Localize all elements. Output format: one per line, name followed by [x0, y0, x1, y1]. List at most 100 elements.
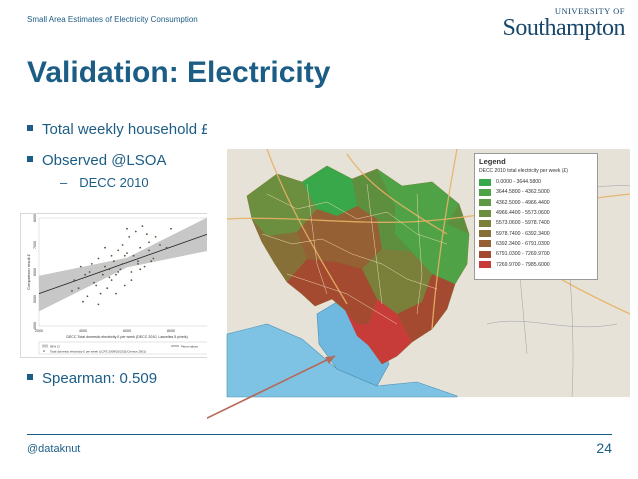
- scatter-point: [86, 295, 89, 298]
- scatter-plot-svg: 200040006000800010000 400050006000700080…: [26, 213, 220, 355]
- scatter-point: [104, 246, 106, 249]
- legend-item: 5978.7400 - 6392.3400: [479, 228, 597, 238]
- scatter-point: [106, 287, 109, 290]
- scatter-point: [88, 271, 91, 273]
- scatter-point: [170, 227, 172, 230]
- legend-ci-label: 95% CI: [50, 344, 60, 348]
- scatter-point: [150, 260, 153, 263]
- scatter-point: [165, 246, 168, 249]
- legend-label: 5573.0600 - 5978.7400: [496, 220, 550, 227]
- fit-line-segment: [38, 231, 216, 294]
- legend-rows: 0.0000 - 3644.5800 3644.5800 - 4362.5000 4…: [475, 177, 597, 270]
- y-tick-label: 7000: [33, 241, 37, 249]
- scatter-point: [143, 265, 146, 268]
- lsoa-boundaries: [261, 183, 448, 325]
- map-legend: Legend DECC 2010 total electricity per w…: [474, 153, 598, 280]
- region-centre-east: [362, 249, 432, 314]
- legend-swatch: [479, 261, 491, 269]
- bullet-observed-lsoa: Observed @LSOA: [27, 152, 166, 169]
- scatter-point: [139, 246, 142, 249]
- scatter-point: [104, 265, 106, 268]
- legend-title: Legend: [479, 157, 506, 166]
- scatter-point: [90, 263, 93, 265]
- university-logo: UNIVERSITY OF Southampton: [502, 6, 625, 46]
- bullet-text: Total weekly household £: [42, 121, 210, 138]
- dash-icon: –: [60, 175, 68, 190]
- legend-item: 6791.0300 - 7269.9700: [479, 249, 597, 259]
- legend-swatch: [479, 219, 491, 227]
- legend-swatch: [479, 209, 491, 217]
- legend-item: 0.0000 - 3644.5800: [479, 177, 597, 187]
- logo-line1: UNIVERSITY OF: [554, 6, 625, 16]
- bullet-text: Spearman: 0.509: [42, 370, 158, 387]
- scatter-point: [84, 273, 87, 276]
- scatter-point: [126, 252, 128, 254]
- scatter-point: [141, 225, 144, 227]
- legend-label: 4966.4400 - 5573.0600: [496, 210, 550, 217]
- x-tick-label: 2000: [35, 329, 43, 333]
- x-tick-label: 8000: [167, 329, 175, 333]
- sub-bullet-decc: – DECC 2010: [60, 175, 149, 190]
- scatter-point: [123, 254, 126, 257]
- scatter-point: [110, 254, 113, 257]
- y-tick-labels: 4000 5000 6000 7000 8000: [33, 214, 37, 330]
- scatter-point: [145, 233, 148, 236]
- scatter-point: [137, 263, 139, 265]
- scatter-point: [101, 273, 104, 276]
- scatter-point: [79, 265, 82, 268]
- scatter-point: [115, 292, 117, 295]
- y-tick-label: 4000: [33, 322, 37, 330]
- annotation-arrow: [198, 355, 336, 423]
- legend-swatch: [479, 230, 491, 238]
- scatter-point: [121, 263, 124, 265]
- bullet-square-icon: [27, 156, 33, 163]
- region-city-centre: [345, 299, 412, 364]
- region-centre-south: [287, 259, 377, 324]
- x-tick-label: 4000: [79, 329, 87, 333]
- x-tick-labels: 200040006000800010000: [35, 329, 220, 333]
- road-east: [431, 148, 458, 330]
- region-southeast: [397, 274, 455, 342]
- slide-title: Validation: Electricity: [27, 56, 331, 89]
- legend-item: 6392.3400 - 6791.0300: [479, 239, 597, 249]
- bullet-square-icon: [27, 125, 33, 132]
- legend-item: 4966.4400 - 5573.0600: [479, 208, 597, 218]
- legend-points-marker: [43, 350, 45, 352]
- scatter-point: [126, 227, 128, 230]
- legend-swatch: [479, 240, 491, 248]
- scatter-point: [148, 241, 150, 244]
- road-northeast: [346, 153, 448, 235]
- sub-bullet-text: DECC 2010: [79, 175, 149, 190]
- x-axis-label: DECC Total domestic electricity £ per we…: [66, 335, 187, 339]
- y-axis-label: Comparison result £: [26, 253, 31, 290]
- scatter-point: [73, 279, 76, 281]
- scatter-point: [95, 284, 98, 287]
- y-tick-label: 5000: [33, 295, 37, 303]
- scatter-point: [139, 268, 142, 271]
- scatter-point: [110, 279, 113, 281]
- footer-divider: [27, 434, 612, 435]
- scatter-point: [112, 260, 115, 263]
- legend-label: 6791.0300 - 7269.9700: [496, 251, 550, 258]
- scatter-plot: 200040006000800010000 400050006000700080…: [20, 213, 222, 358]
- scatter-point: [132, 254, 135, 257]
- scatter-point: [134, 230, 137, 233]
- scatter-point: [117, 249, 120, 252]
- scatter-point: [119, 268, 122, 271]
- legend-item: 5573.0600 - 5978.7400: [479, 218, 597, 228]
- scatter-point: [99, 292, 102, 295]
- legend-label: 6392.3400 - 6791.0300: [496, 240, 550, 247]
- bullet-spearman: Spearman: 0.509: [27, 370, 157, 387]
- scatter-points: [71, 225, 172, 306]
- y-tick-label: 6000: [33, 268, 37, 276]
- scatter-point: [108, 276, 111, 279]
- scatter-point: [93, 281, 95, 284]
- annotation-arrowhead: [325, 356, 335, 364]
- legend-subtitle: DECC 2010 total electricity per week (£): [479, 168, 568, 174]
- scatter-point: [128, 236, 131, 238]
- scatter-point: [108, 268, 111, 271]
- legend-label: 4362.5000 - 4966.4400: [496, 199, 550, 206]
- scatter-point: [82, 300, 84, 303]
- bullet-text: Observed @LSOA: [42, 152, 167, 169]
- legend-item: 4362.5000 - 4966.4400: [479, 198, 597, 208]
